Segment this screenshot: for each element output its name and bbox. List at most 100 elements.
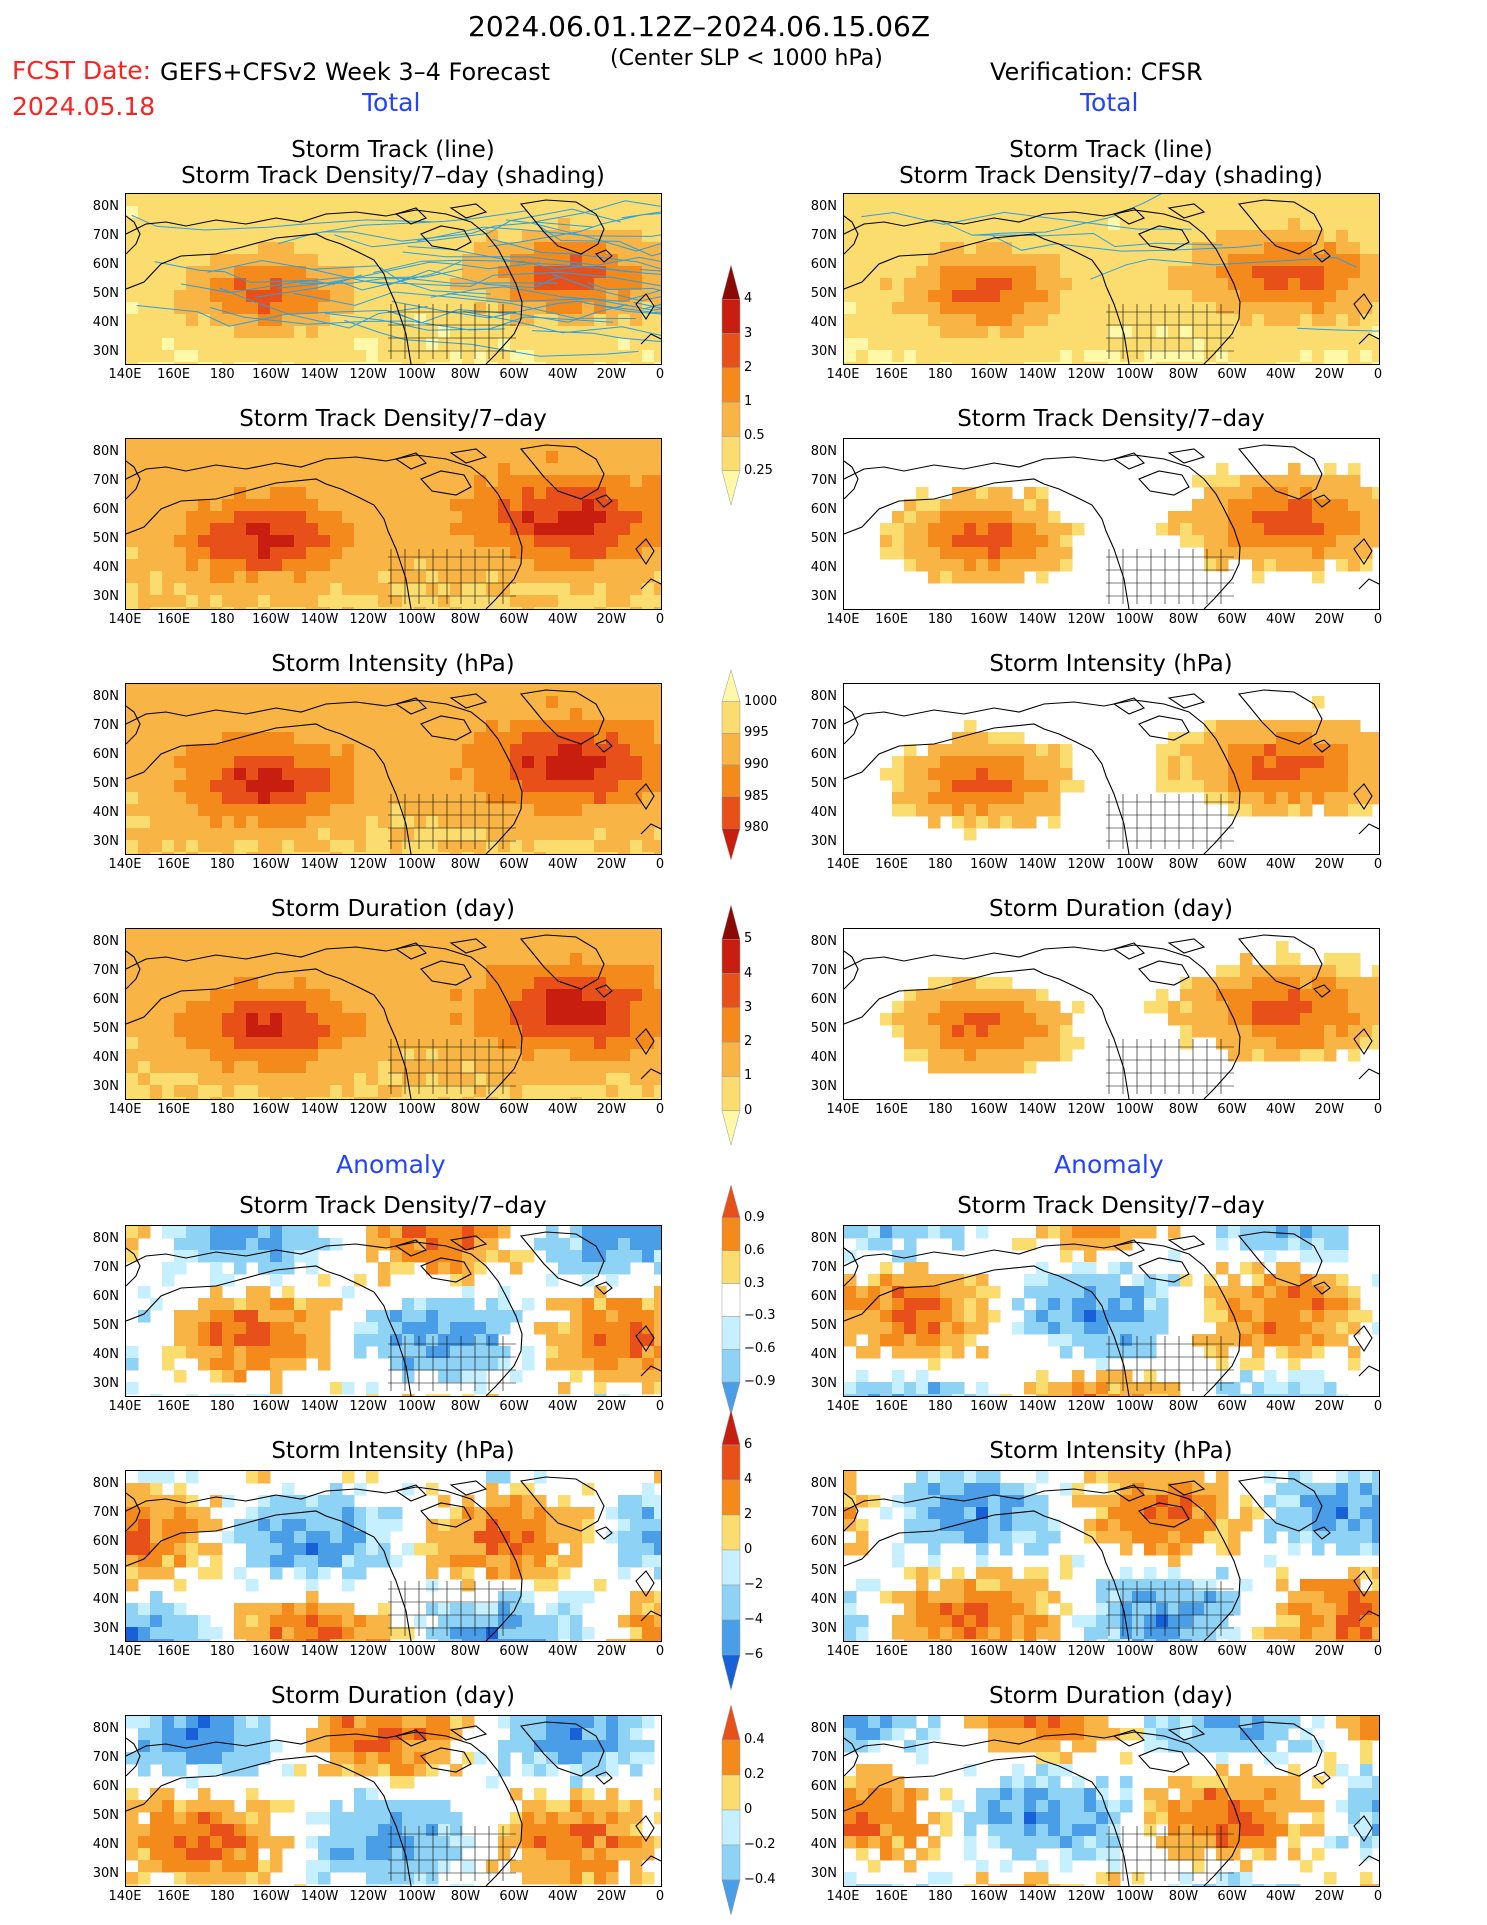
section-total-right: Total xyxy=(1080,88,1139,117)
lat-tick-label: 30N xyxy=(92,1621,119,1636)
map-panel-r2-left xyxy=(125,438,662,610)
lon-tick-label: 160W xyxy=(252,857,290,872)
lon-tick-label: 100W xyxy=(1115,1399,1154,1414)
lon-tick-label: 160W xyxy=(970,1399,1008,1414)
lon-tick-label: 160W xyxy=(970,1102,1008,1117)
map-panel-r2-right xyxy=(843,438,1380,610)
lat-tick-label: 40N xyxy=(92,805,119,820)
lat-tick-label: 70N xyxy=(92,228,119,243)
lat-tick-label: 60N xyxy=(810,1289,837,1304)
lat-tick-label: 40N xyxy=(810,315,837,330)
lon-tick-label: 80W xyxy=(450,857,481,872)
colorbar-intensity_anom xyxy=(721,1410,741,1690)
lon-tick-label: 60W xyxy=(499,1644,529,1659)
lon-tick-label: 180 xyxy=(209,1102,235,1117)
lat-tick-label: 30N xyxy=(92,1376,119,1391)
lon-tick-label: 140W xyxy=(300,1399,339,1414)
lon-tick-label: 140E xyxy=(108,1644,142,1659)
lon-tick-label: 140E xyxy=(108,857,142,872)
lon-tick-label: 80W xyxy=(450,1889,481,1904)
lon-tick-label: 80W xyxy=(1168,367,1199,382)
lat-tick-label: 50N xyxy=(810,1318,837,1333)
colorbar-tick-label: 0.4 xyxy=(744,1732,765,1747)
colorbar-tick-label: 6 xyxy=(744,1437,753,1452)
lon-tick-label: 180 xyxy=(209,1399,235,1414)
lon-tick-label: 180 xyxy=(927,1399,953,1414)
lon-tick-label: 0 xyxy=(1373,1889,1383,1904)
lon-tick-label: 160E xyxy=(157,1399,191,1414)
colorbar-tick-label: 985 xyxy=(744,788,769,804)
lon-tick-label: 140E xyxy=(108,612,142,627)
lon-tick-label: 120W xyxy=(349,1889,387,1904)
lon-tick-label: 40W xyxy=(1266,1102,1296,1117)
colorbar-tick-label: 1 xyxy=(744,1068,753,1084)
lat-tick-label: 40N xyxy=(92,315,119,330)
colorbar-intensity_total xyxy=(721,670,741,860)
lon-tick-label: 20W xyxy=(1314,612,1345,627)
colorbar-tick-label: 3 xyxy=(744,999,753,1015)
panel-title-r2-right: Storm Track Density/7–day xyxy=(957,406,1265,432)
colorbar-density_total xyxy=(721,265,741,505)
verification-title: Verification: CFSR xyxy=(990,58,1203,86)
lat-tick-label: 50N xyxy=(810,1021,837,1036)
lon-tick-label: 120W xyxy=(1067,1102,1105,1117)
colorbar-tick-label: 990 xyxy=(744,757,769,772)
lat-tick-label: 40N xyxy=(92,1592,119,1607)
lon-tick-label: 100W xyxy=(397,612,436,627)
map-plot-r1-right xyxy=(844,194,1379,364)
lat-tick-label: 60N xyxy=(92,747,119,762)
lon-tick-label: 60W xyxy=(1217,1102,1247,1117)
lon-tick-label: 140W xyxy=(300,1889,339,1904)
lon-tick-label: 160E xyxy=(875,367,909,382)
lat-tick-label: 60N xyxy=(92,257,119,272)
lat-tick-label: 30N xyxy=(810,1866,837,1881)
lat-tick-label: 70N xyxy=(92,963,119,978)
lon-tick-label: 20W xyxy=(596,1644,627,1659)
lat-tick-label: 30N xyxy=(92,1866,119,1881)
lat-tick-label: 80N xyxy=(810,1721,837,1736)
colorbar-density_anom xyxy=(721,1185,741,1415)
lon-tick-label: 20W xyxy=(596,612,627,627)
lon-tick-label: 40W xyxy=(548,857,578,872)
lat-tick-label: 80N xyxy=(810,199,837,214)
lat-tick-label: 80N xyxy=(92,1476,119,1491)
colorbar-tick-label: 995 xyxy=(744,725,769,741)
lon-tick-label: 40W xyxy=(548,1644,578,1659)
map-panel-r7-left xyxy=(125,1715,662,1887)
colorbar-tick-label: 0.3 xyxy=(744,1275,765,1291)
lon-tick-label: 140E xyxy=(108,367,142,382)
colorbar-tick-label: 2 xyxy=(744,1034,753,1050)
map-panel-r7-right xyxy=(843,1715,1380,1887)
map-plot-r3-left xyxy=(126,684,661,854)
panel-title-r2-left: Storm Track Density/7–day xyxy=(239,406,547,432)
lon-tick-label: 60W xyxy=(1217,1889,1247,1904)
map-panel-r1-left xyxy=(125,193,662,365)
lat-tick-label: 80N xyxy=(92,199,119,214)
lon-tick-label: 20W xyxy=(1314,1644,1345,1659)
colorbar-tick-label: 980 xyxy=(744,820,769,836)
lon-tick-label: 120W xyxy=(1067,1889,1105,1904)
lon-tick-label: 120W xyxy=(349,857,387,872)
lon-tick-label: 80W xyxy=(1168,1644,1199,1659)
lon-tick-label: 140W xyxy=(1018,1644,1057,1659)
lon-tick-label: 160W xyxy=(970,1889,1008,1904)
lat-tick-label: 50N xyxy=(810,1563,837,1578)
lon-tick-label: 180 xyxy=(209,367,235,382)
colorbar-tick-label: −0.2 xyxy=(744,1837,776,1852)
lat-tick-label: 40N xyxy=(810,805,837,820)
lon-tick-label: 40W xyxy=(1266,367,1296,382)
lon-tick-label: 80W xyxy=(450,1102,481,1117)
lon-tick-label: 60W xyxy=(1217,367,1247,382)
lon-tick-label: 140E xyxy=(826,1102,860,1117)
lon-tick-label: 140E xyxy=(826,1399,860,1414)
lat-tick-label: 80N xyxy=(810,1231,837,1246)
lon-tick-label: 100W xyxy=(397,857,436,872)
colorbar-tick-label: 1000 xyxy=(744,693,778,709)
lon-tick-label: 140W xyxy=(1018,367,1057,382)
lon-tick-label: 60W xyxy=(1217,1399,1247,1414)
lon-tick-label: 80W xyxy=(1168,857,1199,872)
colorbar-tick-label: −0.3 xyxy=(744,1308,776,1324)
lat-tick-label: 50N xyxy=(92,1563,119,1578)
date-range-title: 2024.06.01.12Z–2024.06.15.06Z xyxy=(468,10,931,43)
colorbar-tick-label: 2 xyxy=(744,1507,753,1522)
